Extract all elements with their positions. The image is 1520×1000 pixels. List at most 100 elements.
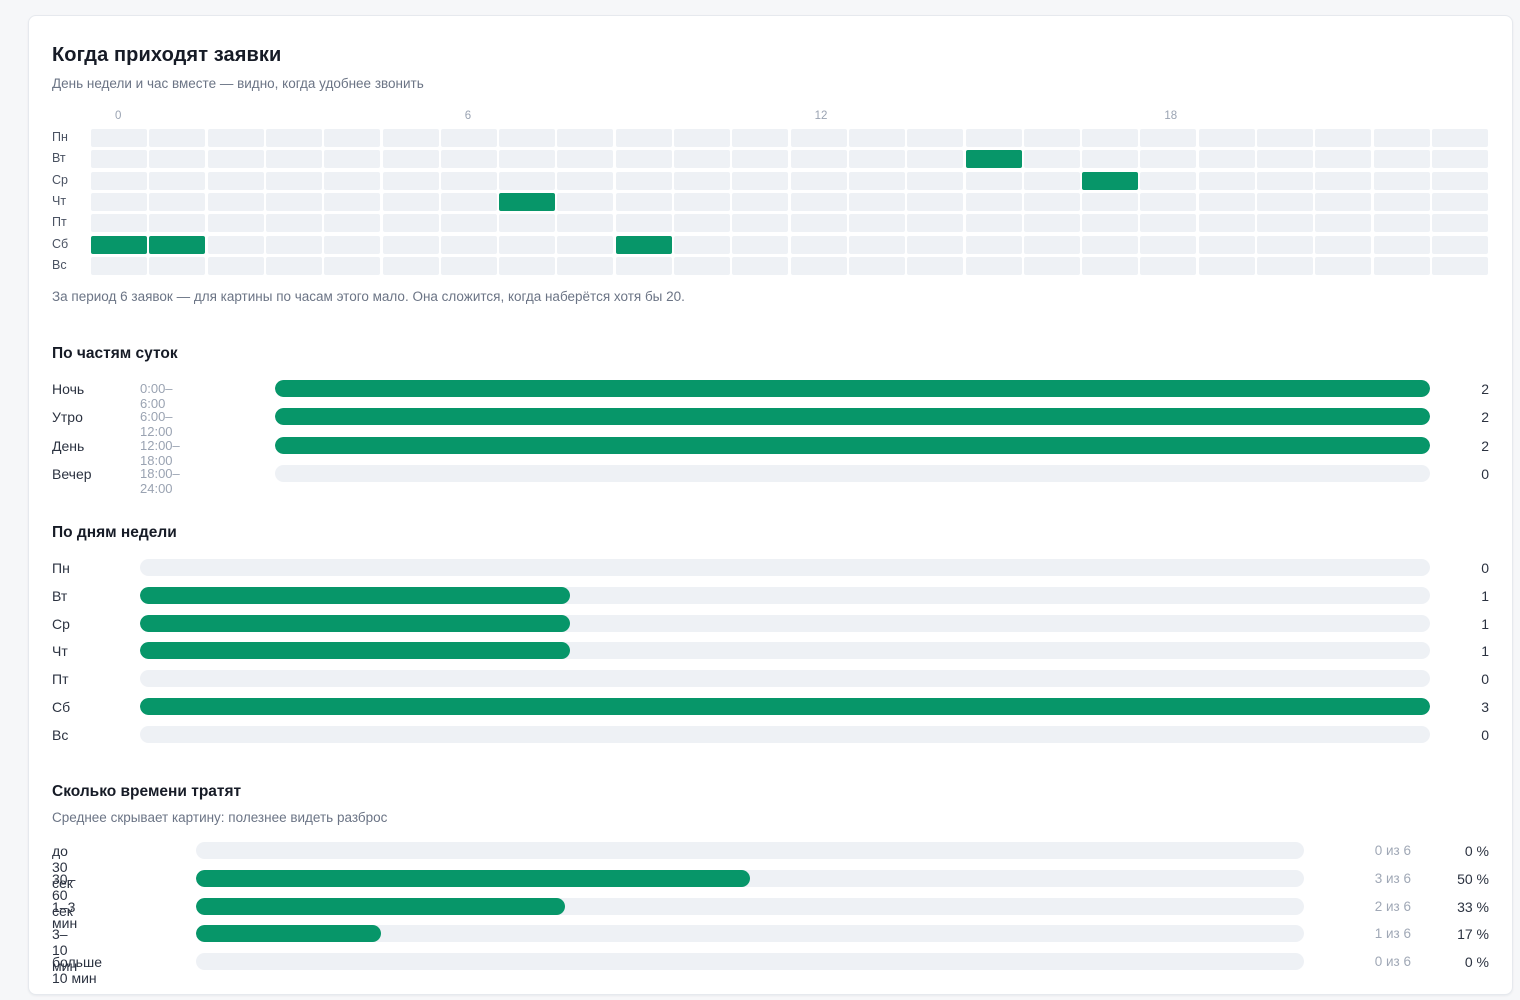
part-of-day-bar bbox=[275, 408, 1430, 426]
heatmap-cell bbox=[440, 192, 497, 211]
heatmap-cell bbox=[324, 214, 381, 233]
heatmap-cell bbox=[1082, 129, 1139, 147]
heatmap-cell bbox=[499, 256, 556, 275]
heatmap-cell bbox=[1431, 129, 1488, 147]
heatmap-cell bbox=[1023, 214, 1080, 233]
heatmap-day-label: Сб bbox=[52, 236, 69, 251]
heatmap-cell bbox=[790, 235, 847, 254]
hour-tick: 6 bbox=[464, 110, 472, 122]
heatmap-cell bbox=[382, 150, 439, 169]
heatmap-cell bbox=[382, 129, 439, 147]
heatmap-cell bbox=[1023, 129, 1080, 147]
time-bucket-fraction: 1 из 6 bbox=[1374, 926, 1411, 942]
heatmap-cell bbox=[499, 235, 556, 254]
heatmap-cell bbox=[1431, 171, 1488, 190]
heatmap-cell bbox=[848, 129, 905, 147]
heatmap-cell bbox=[615, 214, 672, 233]
heatmap-cell bbox=[1198, 150, 1255, 169]
heatmap-cell bbox=[1257, 256, 1313, 275]
time-bucket-percent: 0 % bbox=[1464, 843, 1489, 859]
heatmap-cell bbox=[557, 171, 614, 190]
heatmap-cell-active bbox=[1082, 171, 1139, 190]
heatmap-cell bbox=[1140, 235, 1197, 254]
heatmap-cell bbox=[848, 256, 905, 275]
weekday-label: Ср bbox=[52, 615, 70, 632]
heatmap-day-label: Ср bbox=[52, 172, 68, 187]
heatmap-cell bbox=[1140, 192, 1197, 211]
heatmap-cell bbox=[1431, 235, 1488, 254]
heatmap-cell bbox=[149, 150, 206, 169]
heatmap-cell bbox=[1023, 150, 1080, 169]
heatmap-cell bbox=[91, 129, 147, 147]
heatmap-cell bbox=[732, 150, 789, 169]
heatmap-cell bbox=[615, 192, 672, 211]
heatmap-cell bbox=[265, 171, 322, 190]
heatmap-cell bbox=[1431, 214, 1488, 233]
heatmap-cell bbox=[1257, 129, 1313, 147]
heatmap-cell bbox=[557, 256, 614, 275]
heatmap-cell bbox=[1257, 235, 1313, 254]
heatmap-cell bbox=[674, 192, 730, 211]
heatmap-cell bbox=[674, 256, 730, 275]
heatmap-cell bbox=[1082, 235, 1139, 254]
heatmap-cell bbox=[207, 150, 264, 169]
heatmap-cell bbox=[499, 129, 556, 147]
weekday-bar-track bbox=[140, 559, 1430, 576]
heatmap-cell bbox=[149, 214, 206, 233]
heatmap-cell bbox=[790, 256, 847, 275]
heatmap-cell-active bbox=[965, 150, 1022, 169]
heatmap-cell bbox=[440, 171, 497, 190]
heatmap-cell bbox=[207, 129, 264, 147]
heatmap-cell bbox=[440, 235, 497, 254]
heatmap-cell bbox=[1023, 192, 1080, 211]
heatmap-note: За период 6 заявок — для картины по часа… bbox=[52, 289, 685, 304]
heatmap-cell bbox=[1140, 171, 1197, 190]
stats-card: Когда приходят заявки День недели и час … bbox=[28, 15, 1513, 995]
heatmap-cell bbox=[1140, 256, 1197, 275]
heatmap-cell bbox=[1315, 214, 1372, 233]
heatmap-cell bbox=[91, 171, 147, 190]
heatmap-cell bbox=[674, 171, 730, 190]
time-bucket-bar-track bbox=[196, 842, 1304, 859]
heatmap-cell bbox=[965, 235, 1022, 254]
weekday-value: 0 bbox=[1481, 671, 1489, 688]
heatmap-cell bbox=[1431, 192, 1488, 211]
time-spent-subtitle: Среднее скрывает картину: полезнее видет… bbox=[52, 810, 388, 825]
heatmap-cell bbox=[382, 192, 439, 211]
part-of-day-range: 0:00–6:00 bbox=[140, 381, 173, 411]
heatmap-cell bbox=[207, 235, 264, 254]
heatmap-cell-active bbox=[149, 235, 206, 254]
heatmap-cell bbox=[149, 192, 206, 211]
heatmap-cell bbox=[1082, 150, 1139, 169]
heatmap-cell bbox=[848, 235, 905, 254]
heatmap-cell bbox=[965, 256, 1022, 275]
heatmap-cell bbox=[382, 171, 439, 190]
weekday-label: Сб bbox=[52, 699, 71, 715]
part-of-day-bar-track bbox=[275, 464, 1430, 482]
part-of-day-label: Утро bbox=[52, 409, 83, 426]
hour-tick: 0 bbox=[115, 110, 122, 122]
time-bucket-fraction: 0 из 6 bbox=[1374, 954, 1411, 970]
part-of-day-label: День bbox=[52, 437, 85, 454]
heatmap-cell bbox=[1373, 256, 1430, 275]
heatmap-cell bbox=[1431, 256, 1488, 275]
heatmap-day-label: Вс bbox=[52, 257, 67, 272]
heatmap-cell bbox=[965, 171, 1022, 190]
heatmap-cell bbox=[1373, 129, 1430, 147]
heatmap-cell bbox=[848, 150, 905, 169]
heatmap-cell bbox=[1315, 171, 1372, 190]
heatmap-cell bbox=[324, 171, 381, 190]
heatmap-cell bbox=[557, 214, 614, 233]
heatmap-cell bbox=[790, 150, 847, 169]
part-of-day-bar bbox=[275, 436, 1430, 454]
heatmap-cell bbox=[557, 192, 614, 211]
part-of-day-value: 2 bbox=[1481, 381, 1489, 397]
weekday-value: 1 bbox=[1481, 587, 1489, 604]
heatmap-cell bbox=[1257, 150, 1313, 169]
weekday-label: Чт bbox=[52, 643, 68, 660]
heatmap-cell bbox=[1198, 129, 1255, 147]
part-of-day-label: Ночь bbox=[52, 381, 85, 397]
weekday-value: 3 bbox=[1481, 699, 1489, 715]
heatmap-cell-active bbox=[615, 235, 672, 254]
heatmap-cell bbox=[1315, 150, 1372, 169]
